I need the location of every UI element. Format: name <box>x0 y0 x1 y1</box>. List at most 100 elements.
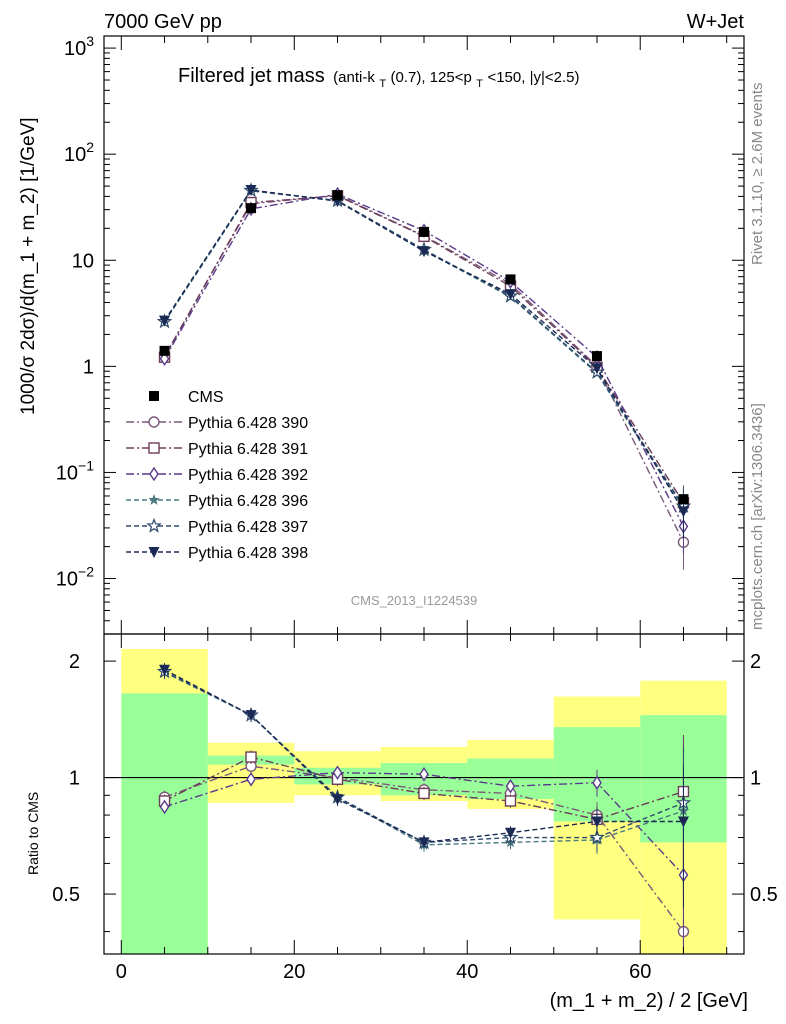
legend-label: Pythia 6.428 398 <box>188 545 308 562</box>
ratio-point <box>419 766 429 782</box>
legend-label: Pythia 6.428 390 <box>188 415 308 432</box>
y-tick-label: 10 <box>72 250 94 272</box>
legend-marker <box>149 391 159 401</box>
process-label: W+Jet <box>687 11 745 33</box>
ratio-ylabel: Ratio to CMS <box>25 792 41 875</box>
data-point <box>504 289 516 301</box>
ratio-point <box>592 775 602 790</box>
legend-item: Pythia 6.428 392 <box>126 466 308 484</box>
y-tick-label: 103 <box>64 33 94 60</box>
ratio-y-tick-label: 1 <box>69 768 80 790</box>
ratio-point <box>332 794 344 806</box>
legend-item: Pythia 6.428 398 <box>126 545 308 562</box>
x-tick-label: 60 <box>629 961 651 983</box>
ratio-point <box>418 837 430 849</box>
series-ratio-pythia-6-428-398 <box>159 663 689 908</box>
plot-title-cuts-sub1: T <box>379 78 386 90</box>
y-tick-label: 1 <box>83 356 94 378</box>
y-tick-label: 102 <box>64 139 94 166</box>
legend-label: CMS <box>188 389 224 406</box>
ratio-point <box>677 816 689 828</box>
legend-marker <box>148 416 160 428</box>
ratio-frame <box>103 633 745 955</box>
legend-item: Pythia 6.428 390 <box>126 415 308 432</box>
y-tick-label-exponent: 2 <box>86 139 94 155</box>
y-tick-label-base: 10 <box>72 250 94 272</box>
x-tick-label: 20 <box>283 961 305 983</box>
data-point <box>332 190 343 201</box>
y-tick-label-base: 10 <box>56 569 78 591</box>
legend-label: Pythia 6.428 397 <box>188 519 308 536</box>
series-main-cms <box>159 190 689 505</box>
ratio-point <box>245 751 257 763</box>
legend-item: CMS <box>149 389 224 406</box>
ratio-point <box>159 799 170 815</box>
plot-title-main: Filtered jet mass <box>178 65 325 87</box>
ratio-point <box>246 772 256 787</box>
data-point <box>245 184 257 196</box>
y-tick-label-base: 1 <box>83 356 94 378</box>
ratio-point <box>505 778 516 794</box>
ratio-point <box>591 816 603 828</box>
x-tick-labels: 0 20 40 60 <box>116 961 652 983</box>
data-point <box>419 226 429 237</box>
ratio-point <box>504 827 516 839</box>
x-tick-label: 40 <box>456 961 478 983</box>
data-point <box>678 494 689 505</box>
y-tick-label-base: 10 <box>64 144 86 166</box>
main-ylabel: 1000/σ 2dσ)/d(m_1 + m_2) [1/GeV] <box>18 117 39 415</box>
legend-label: Pythia 6.428 391 <box>188 441 308 458</box>
data-point <box>677 506 689 518</box>
side-label-bottom: mcplots.cern.ch [arXiv:1306.3436] <box>749 403 766 630</box>
data-point <box>591 363 603 375</box>
legend: CMS Pythia 6.428 390 Pythia 6.428 391 Pythi… <box>126 389 308 562</box>
legend-item: Pythia 6.428 396 <box>126 493 308 510</box>
legend-item: Pythia 6.428 397 <box>126 517 308 536</box>
legend-marker <box>149 466 159 482</box>
plot-title-cuts-mid: (0.7), 125<p <box>391 69 472 86</box>
plot-title-cuts-sub2: T <box>476 78 483 90</box>
ratio-point <box>159 664 171 676</box>
ratio-panel: 0.5 0.5 1 1 2 2 <box>52 633 778 955</box>
ratio-y-tick-label-right: 2 <box>750 651 761 673</box>
ratio-point <box>418 787 430 800</box>
legend-marker <box>148 547 160 558</box>
ratio-point <box>589 829 605 845</box>
ratio-y-tick-label-right: 1 <box>750 768 761 790</box>
y-tick-label: 10−1 <box>56 457 94 484</box>
data-point <box>591 351 602 362</box>
ratio-y-tick-label-right: 0.5 <box>750 884 778 906</box>
y-tick-label-exponent: −1 <box>78 457 94 473</box>
x-axis-label: (m_1 + m_2) / 2 [GeV] <box>550 990 748 1012</box>
y-tick-label-exponent: −2 <box>78 564 94 580</box>
plot-title-cuts-prefix: (anti-k <box>333 69 375 86</box>
y-tick-label-exponent: 3 <box>86 33 94 49</box>
legend-marker <box>148 494 160 505</box>
legend-item: Pythia 6.428 391 <box>126 441 308 458</box>
ratio-point <box>245 710 257 722</box>
data-point <box>159 315 171 327</box>
plot-title-cuts-suffix: <150, |y|<2.5) <box>487 69 579 86</box>
legend-label: Pythia 6.428 392 <box>188 467 308 484</box>
analysis-id: CMS_2013_I1224539 <box>351 593 478 608</box>
plot-title: Filtered jet mass (anti-k T (0.7), 125<p… <box>178 65 579 91</box>
data-point <box>159 345 170 356</box>
legend-marker <box>146 517 162 533</box>
ratio-y-tick-label: 2 <box>69 651 80 673</box>
data-point <box>418 246 430 258</box>
ratio-point <box>504 795 517 807</box>
side-label-top: Rivet 3.1.10, ≥ 2.6M events <box>749 83 766 266</box>
x-tick-label: 0 <box>116 961 127 983</box>
legend-label: Pythia 6.428 396 <box>188 493 308 510</box>
energy-label: 7000 GeV pp <box>104 11 222 33</box>
y-tick-label: 10−2 <box>56 564 94 591</box>
data-point <box>246 203 257 214</box>
ratio-point <box>332 765 343 780</box>
ratio-y-tick-label: 0.5 <box>52 884 80 906</box>
y-tick-label-base: 10 <box>64 38 86 60</box>
legend-marker <box>148 442 160 454</box>
y-tick-label-base: 10 <box>56 462 78 484</box>
uncertainty-band-green <box>121 693 208 954</box>
